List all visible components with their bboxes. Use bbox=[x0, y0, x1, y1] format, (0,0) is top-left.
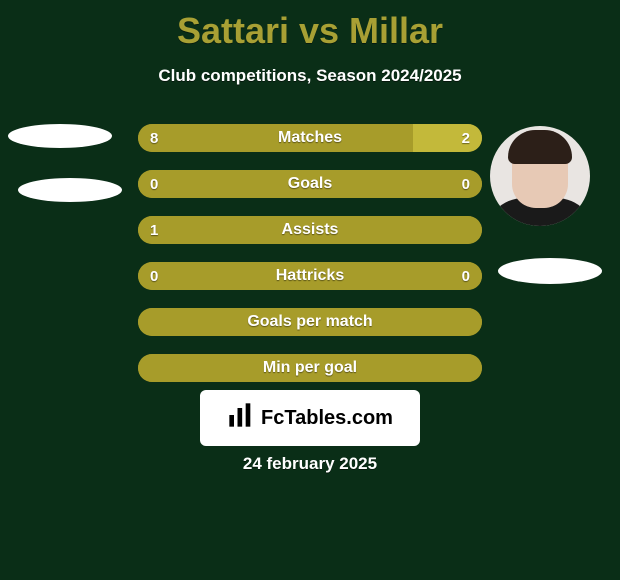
stat-bar-left bbox=[138, 124, 413, 152]
stat-row: Min per goal bbox=[138, 354, 482, 382]
player-left-placeholder-2 bbox=[18, 178, 122, 202]
watermark: FcTables.com bbox=[200, 390, 420, 446]
stat-bar-left bbox=[138, 354, 482, 382]
stat-bar-left bbox=[138, 170, 482, 198]
stat-row: Hattricks00 bbox=[138, 262, 482, 290]
watermark-text: FcTables.com bbox=[261, 407, 393, 430]
stat-row: Matches82 bbox=[138, 124, 482, 152]
stat-row: Goals per match bbox=[138, 308, 482, 336]
subtitle: Club competitions, Season 2024/2025 bbox=[0, 66, 620, 86]
stats-comparison: Matches82 Goals00 Assists1 Hattricks00 Goals… bbox=[138, 124, 482, 400]
stat-row: Goals00 bbox=[138, 170, 482, 198]
stat-bar-left bbox=[138, 262, 482, 290]
player-left-placeholder-1 bbox=[8, 124, 112, 148]
date-label: 24 february 2025 bbox=[0, 454, 620, 474]
chart-icon bbox=[227, 401, 255, 435]
stat-bar-left bbox=[138, 308, 482, 336]
stat-bar-left bbox=[138, 216, 482, 244]
player-right-avatar bbox=[490, 126, 590, 226]
page-title: Sattari vs Millar bbox=[0, 0, 620, 52]
player-right-placeholder bbox=[498, 258, 602, 284]
stat-row: Assists1 bbox=[138, 216, 482, 244]
stat-bar-right bbox=[413, 124, 482, 152]
